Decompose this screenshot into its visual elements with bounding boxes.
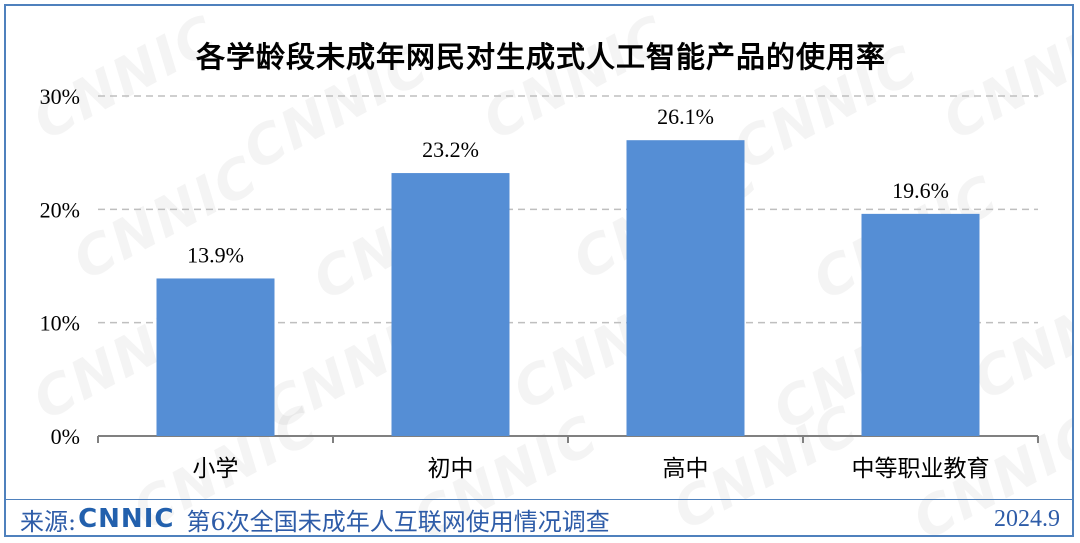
y-tick-label: 10% (40, 311, 80, 336)
y-tick-label: 20% (40, 197, 80, 222)
footer: 来源: CNNIC 第6次全国未成年人互联网使用情况调查 2024.9 (20, 503, 1060, 535)
x-tick-label: 高中 (663, 456, 709, 482)
bar (391, 173, 510, 437)
data-label: 26.1% (657, 104, 714, 129)
footer-divider (6, 499, 1072, 500)
report-date: 2024.9 (994, 505, 1060, 532)
bar-chart: 0% 10% 20% 30% 13.9% 小学 23.2% 初中 26.1% 高中 19.6% 中等职… (40, 84, 1039, 482)
x-tick-label: 中等职业教育 (852, 456, 990, 482)
data-label: 19.6% (892, 178, 949, 203)
bar (156, 278, 275, 436)
y-tick-label: 30% (40, 84, 80, 109)
chart-title: 各学龄段未成年网民对生成式人工智能产品的使用率 (195, 40, 886, 74)
data-label: 23.2% (422, 137, 479, 162)
survey-name: 第6次全国未成年人互联网使用情况调查 (186, 507, 610, 536)
y-tick-label: 0% (51, 424, 80, 449)
data-label: 13.9% (187, 242, 244, 267)
cnnic-logo: CNNIC (78, 504, 175, 534)
x-tick-label: 初中 (428, 456, 474, 482)
bar (861, 213, 980, 436)
source-label: 来源: (20, 507, 77, 536)
chart-frame: CNNICCNNICCNNICCNNICCNNICCNNICCNNICCNNIC… (4, 4, 1074, 537)
bar (626, 140, 745, 436)
x-tick-label: 小学 (193, 456, 239, 482)
